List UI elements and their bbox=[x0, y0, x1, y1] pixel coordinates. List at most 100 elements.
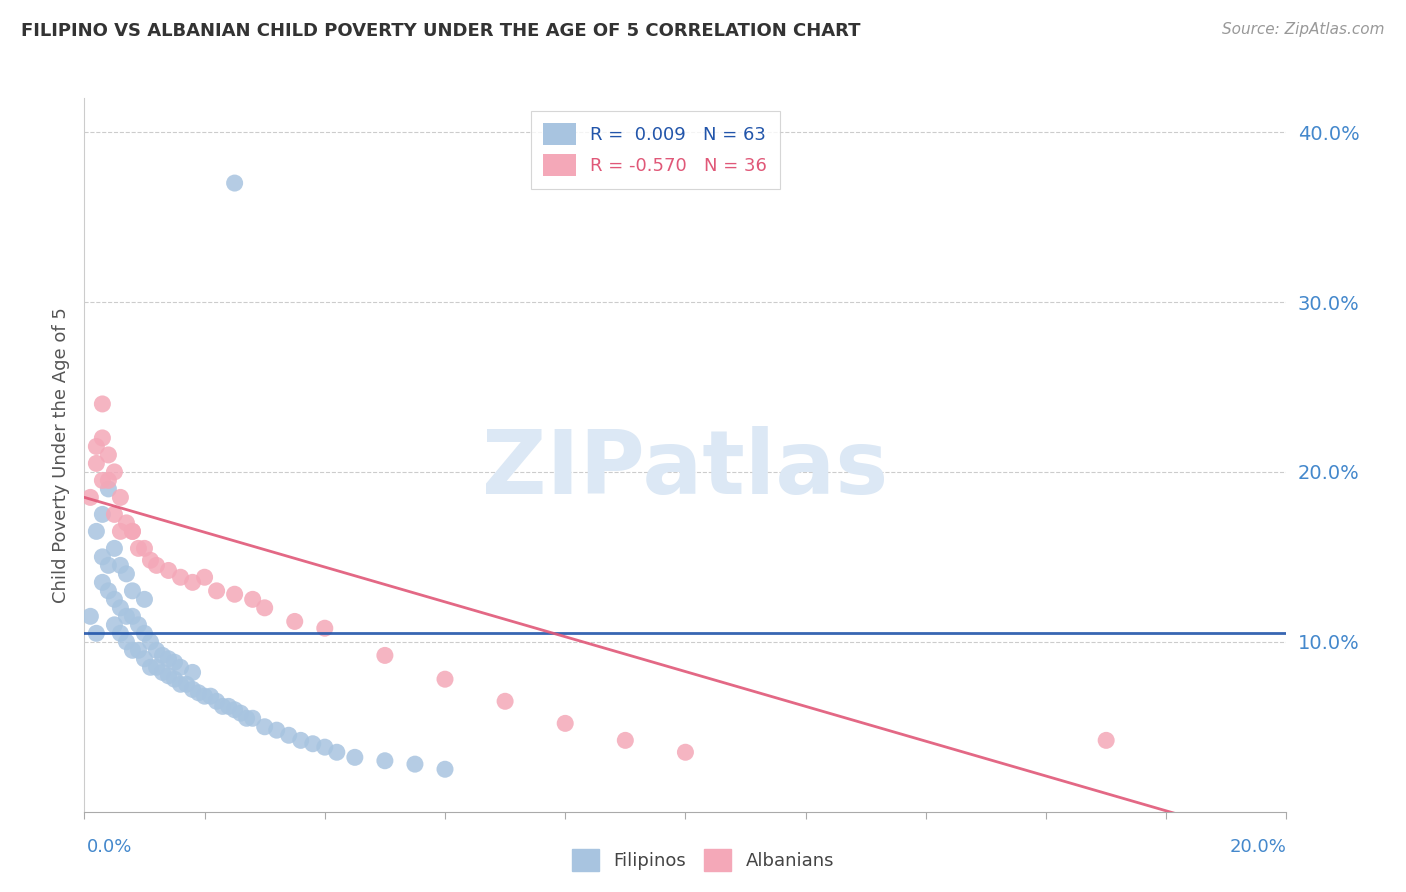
Point bbox=[145, 643, 167, 657]
Point bbox=[134, 541, 156, 556]
Point bbox=[86, 457, 108, 471]
Point bbox=[91, 397, 114, 411]
Point bbox=[169, 677, 191, 691]
Point bbox=[675, 745, 697, 759]
Legend: R =  0.009   N = 63, R = -0.570   N = 36: R = 0.009 N = 63, R = -0.570 N = 36 bbox=[531, 111, 780, 189]
Text: ZIPatlas: ZIPatlas bbox=[482, 425, 889, 513]
Point bbox=[91, 508, 114, 522]
Point bbox=[91, 575, 114, 590]
Point bbox=[277, 728, 299, 742]
Point bbox=[91, 431, 114, 445]
Point bbox=[86, 524, 108, 539]
Point bbox=[110, 524, 132, 539]
Text: FILIPINO VS ALBANIAN CHILD POVERTY UNDER THE AGE OF 5 CORRELATION CHART: FILIPINO VS ALBANIAN CHILD POVERTY UNDER… bbox=[21, 22, 860, 40]
Point bbox=[152, 648, 174, 663]
Point bbox=[115, 609, 138, 624]
Point bbox=[494, 694, 516, 708]
Point bbox=[139, 660, 162, 674]
Point bbox=[115, 635, 138, 649]
Point bbox=[121, 643, 143, 657]
Point bbox=[86, 626, 108, 640]
Point bbox=[194, 689, 217, 703]
Point bbox=[205, 583, 228, 598]
Point bbox=[200, 689, 222, 703]
Point bbox=[326, 745, 349, 759]
Point bbox=[127, 617, 149, 632]
Point bbox=[115, 566, 138, 581]
Point bbox=[110, 626, 132, 640]
Point bbox=[110, 491, 132, 505]
Point bbox=[103, 592, 125, 607]
Point bbox=[242, 711, 264, 725]
Point bbox=[554, 716, 576, 731]
Point bbox=[169, 660, 191, 674]
Point bbox=[266, 723, 288, 738]
Point bbox=[1095, 733, 1118, 747]
Point bbox=[343, 750, 366, 764]
Legend: Filipinos, Albanians: Filipinos, Albanians bbox=[565, 842, 841, 879]
Point bbox=[157, 564, 180, 578]
Point bbox=[86, 439, 108, 453]
Y-axis label: Child Poverty Under the Age of 5: Child Poverty Under the Age of 5 bbox=[52, 307, 70, 603]
Text: Source: ZipAtlas.com: Source: ZipAtlas.com bbox=[1222, 22, 1385, 37]
Point bbox=[127, 643, 149, 657]
Point bbox=[224, 703, 246, 717]
Point bbox=[91, 549, 114, 564]
Point bbox=[181, 665, 204, 680]
Point bbox=[97, 474, 120, 488]
Point bbox=[284, 615, 307, 629]
Point bbox=[103, 508, 125, 522]
Text: 0.0%: 0.0% bbox=[87, 838, 132, 855]
Point bbox=[103, 541, 125, 556]
Point bbox=[97, 558, 120, 573]
Point bbox=[374, 648, 396, 663]
Point bbox=[205, 694, 228, 708]
Point bbox=[134, 626, 156, 640]
Point bbox=[121, 524, 143, 539]
Point bbox=[157, 652, 180, 666]
Point bbox=[103, 465, 125, 479]
Point bbox=[121, 524, 143, 539]
Point bbox=[404, 757, 426, 772]
Point bbox=[176, 677, 198, 691]
Point bbox=[374, 754, 396, 768]
Point bbox=[218, 699, 240, 714]
Point bbox=[301, 737, 323, 751]
Point bbox=[434, 762, 457, 776]
Point bbox=[253, 720, 276, 734]
Point bbox=[169, 570, 191, 584]
Point bbox=[97, 448, 120, 462]
Point bbox=[121, 609, 143, 624]
Point bbox=[163, 672, 186, 686]
Point bbox=[314, 621, 336, 635]
Point bbox=[229, 706, 252, 721]
Point bbox=[314, 740, 336, 755]
Text: 20.0%: 20.0% bbox=[1230, 838, 1286, 855]
Point bbox=[79, 609, 101, 624]
Point bbox=[110, 558, 132, 573]
Point bbox=[290, 733, 312, 747]
Point bbox=[194, 570, 217, 584]
Point bbox=[134, 652, 156, 666]
Point bbox=[614, 733, 637, 747]
Point bbox=[139, 635, 162, 649]
Point bbox=[139, 553, 162, 567]
Point bbox=[97, 482, 120, 496]
Point bbox=[145, 660, 167, 674]
Point bbox=[181, 682, 204, 697]
Point bbox=[434, 672, 457, 686]
Point bbox=[224, 176, 246, 190]
Point bbox=[115, 516, 138, 530]
Point bbox=[134, 592, 156, 607]
Point bbox=[91, 474, 114, 488]
Point bbox=[163, 655, 186, 669]
Point bbox=[121, 583, 143, 598]
Point bbox=[97, 583, 120, 598]
Point bbox=[253, 600, 276, 615]
Point bbox=[242, 592, 264, 607]
Point bbox=[224, 587, 246, 601]
Point bbox=[181, 575, 204, 590]
Point bbox=[103, 617, 125, 632]
Point bbox=[145, 558, 167, 573]
Point bbox=[110, 600, 132, 615]
